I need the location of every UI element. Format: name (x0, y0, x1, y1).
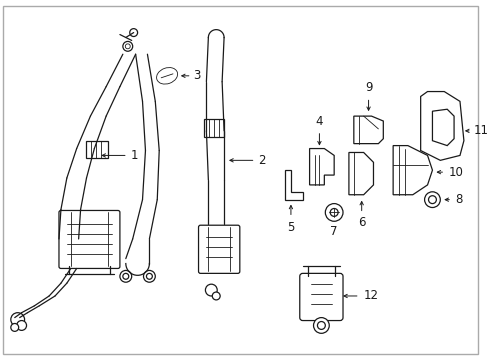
Text: 9: 9 (364, 81, 371, 94)
FancyBboxPatch shape (198, 225, 239, 273)
Ellipse shape (156, 68, 177, 84)
Circle shape (11, 313, 24, 327)
Text: 1: 1 (130, 149, 138, 162)
Text: 5: 5 (286, 221, 294, 234)
Circle shape (129, 29, 137, 36)
Circle shape (122, 41, 132, 51)
Text: 6: 6 (357, 216, 365, 229)
FancyBboxPatch shape (299, 273, 342, 320)
Text: 4: 4 (315, 115, 323, 128)
Text: 10: 10 (447, 166, 462, 179)
Text: 11: 11 (473, 124, 488, 138)
Circle shape (212, 292, 220, 300)
Circle shape (125, 44, 130, 49)
Circle shape (329, 208, 337, 216)
Circle shape (325, 204, 342, 221)
Text: 2: 2 (258, 154, 265, 167)
Circle shape (205, 284, 217, 296)
Circle shape (122, 273, 128, 279)
Text: 12: 12 (363, 289, 378, 302)
Circle shape (17, 320, 26, 330)
Circle shape (317, 321, 325, 329)
Circle shape (120, 270, 131, 282)
Circle shape (143, 270, 155, 282)
Text: 7: 7 (330, 225, 337, 238)
Circle shape (11, 324, 19, 331)
Text: 8: 8 (454, 193, 462, 206)
FancyBboxPatch shape (59, 211, 120, 269)
Circle shape (313, 318, 328, 333)
Circle shape (424, 192, 439, 207)
Text: 3: 3 (193, 69, 201, 82)
Circle shape (146, 273, 152, 279)
Circle shape (427, 196, 435, 204)
